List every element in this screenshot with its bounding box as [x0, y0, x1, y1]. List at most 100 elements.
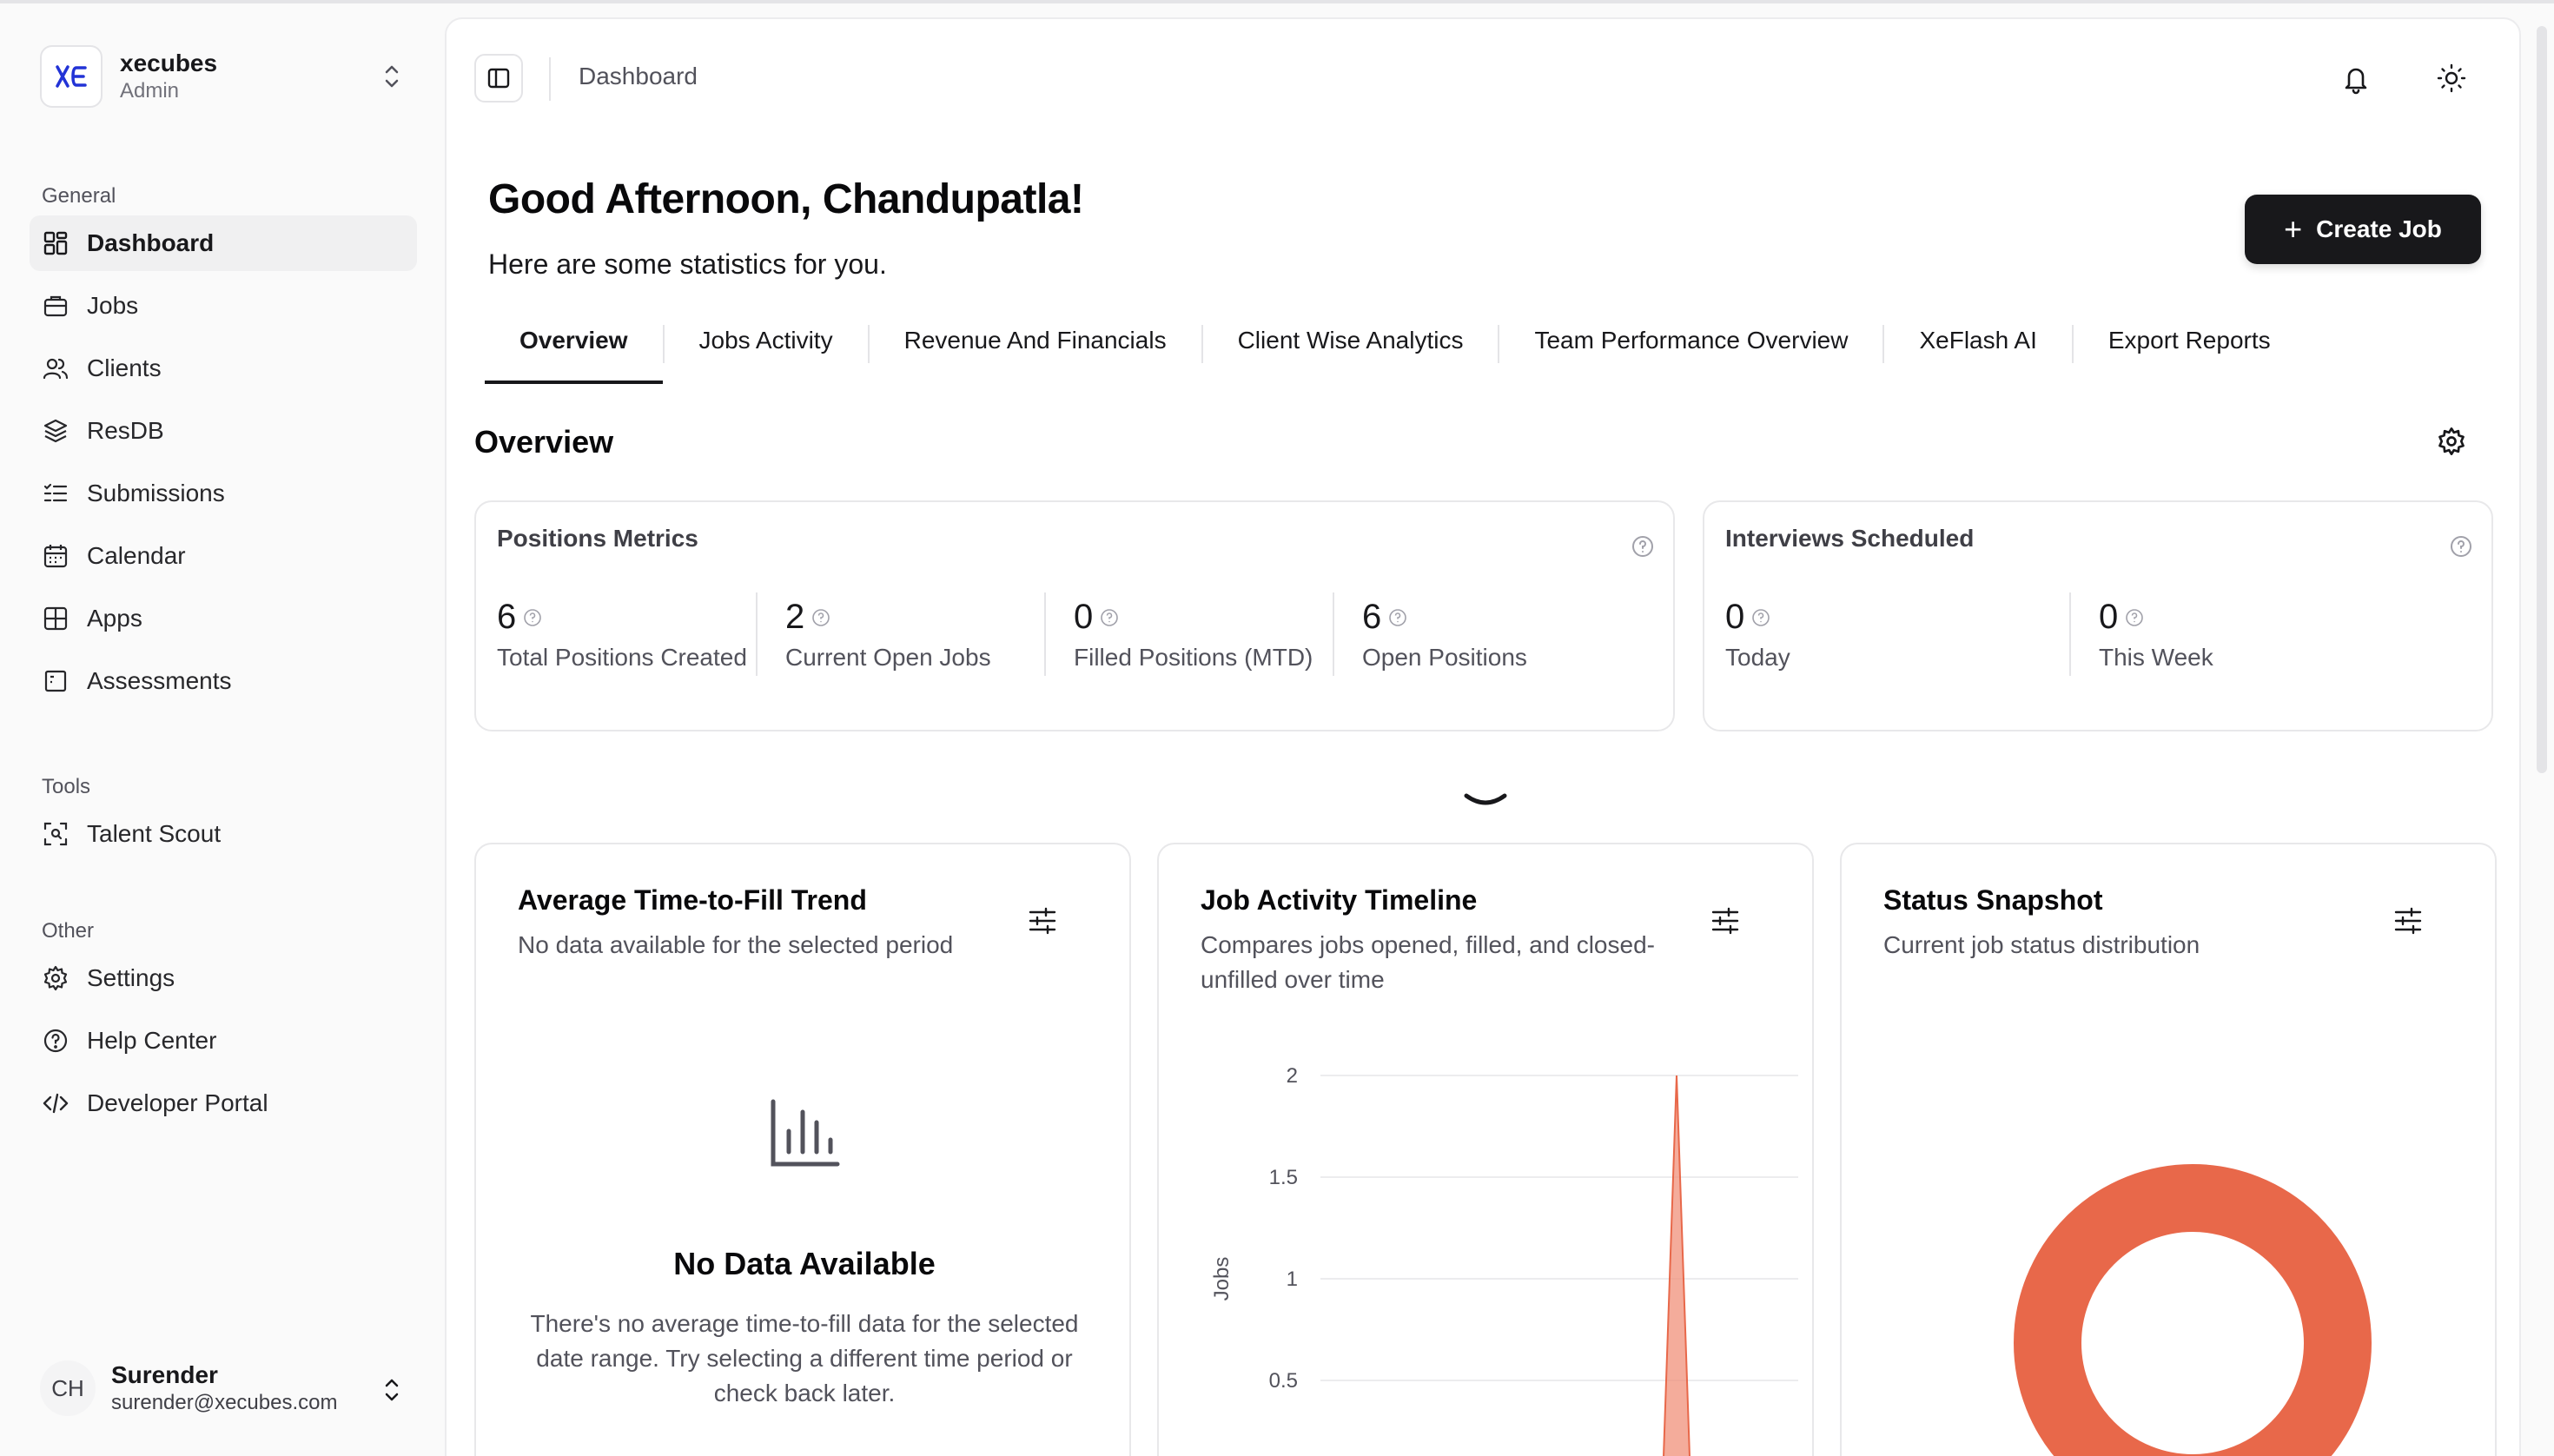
interviews-scheduled-card: Interviews Scheduled 0 Today 0 This Week	[1703, 500, 2493, 731]
status-snapshot-card: Status Snapshot Current job status distr…	[1840, 843, 2497, 1456]
job-activity-timeline-card: Job Activity Timeline Compares jobs open…	[1157, 843, 1814, 1456]
users-icon	[42, 354, 69, 382]
positions-metrics-card: Positions Metrics 6 Total Positions Crea…	[474, 500, 1675, 731]
y-tick-label: 1	[1287, 1267, 1298, 1291]
org-name: xecubes	[120, 50, 218, 76]
tab-export-reports[interactable]: Export Reports	[2107, 327, 2271, 354]
user-name: Surender	[111, 1361, 218, 1388]
tab-divider	[1498, 325, 1500, 363]
main-panel: Dashboard Good Afternoon, Chandupatla! H…	[445, 17, 2521, 1456]
metric-filled-positions: 0 Filled Positions (MTD)	[1074, 598, 1326, 673]
metric-label: Today	[1725, 644, 1790, 671]
plus-icon: +	[2284, 211, 2303, 247]
card-subtitle: Current job status distribution	[1883, 931, 2200, 958]
section-label-tools: Tools	[42, 775, 91, 798]
bell-icon[interactable]	[2339, 61, 2373, 96]
tab-revenue-and-financials[interactable]: Revenue And Financials	[903, 327, 1167, 354]
empty-state-text: There's no average time-to-fill data for…	[530, 1310, 1079, 1406]
sun-icon[interactable]	[2436, 63, 2467, 94]
sidebar-item-dashboard[interactable]: Dashboard	[30, 215, 417, 271]
help-icon[interactable]	[1630, 533, 1656, 559]
tab-jobs-activity[interactable]: Jobs Activity	[698, 327, 833, 354]
header-divider	[549, 57, 551, 101]
tab-divider	[662, 325, 665, 363]
sidebar-item-label: Jobs	[87, 292, 139, 319]
y-tick-label: 1.5	[1269, 1166, 1298, 1189]
gear-icon[interactable]	[2436, 426, 2467, 457]
metric-value: 6	[1362, 598, 1382, 636]
section-title-overview: Overview	[474, 424, 614, 460]
sidebar-item-label: Calendar	[87, 542, 186, 569]
sliders-icon[interactable]	[2392, 905, 2424, 936]
sidebar-item-resdb[interactable]: ResDB	[30, 403, 417, 459]
metric-divider	[756, 592, 758, 676]
page-subtitle: Here are some statistics for you.	[488, 248, 887, 280]
user-menu[interactable]: CH Surender surender@xecubes.com	[40, 1355, 405, 1421]
sidebar-item-calendar[interactable]: Calendar	[30, 528, 417, 584]
chevron-down-icon[interactable]	[1461, 789, 1510, 815]
sidebar-item-label: Settings	[87, 964, 175, 991]
sidebar-item-jobs[interactable]: Jobs	[30, 278, 417, 334]
sliders-icon[interactable]	[1027, 905, 1058, 936]
tab-xeflash-ai[interactable]: XeFlash AI	[1919, 327, 2037, 354]
sidebar-item-apps[interactable]: Apps	[30, 591, 417, 646]
user-email: surender@xecubes.com	[111, 1391, 338, 1414]
avatar: CH	[40, 1360, 96, 1416]
sidebar-item-clients[interactable]: Clients	[30, 341, 417, 396]
panel-left-icon	[487, 68, 510, 89]
create-job-button[interactable]: + Create Job	[2245, 195, 2481, 264]
info-icon[interactable]	[1751, 608, 1770, 627]
tab-team-performance-overview[interactable]: Team Performance Overview	[1534, 327, 1849, 354]
metric-label: Open Positions	[1362, 644, 1527, 671]
sidebar-item-label: Developer Portal	[87, 1089, 268, 1116]
dashboard-icon	[42, 229, 69, 257]
org-logo	[40, 45, 103, 108]
tab-client-wise-analytics[interactable]: Client Wise Analytics	[1237, 327, 1464, 354]
metric-label: This Week	[2099, 644, 2213, 671]
metric-divider	[1044, 592, 1046, 676]
page-title: Good Afternoon, Chandupatla!	[488, 176, 1084, 222]
info-icon[interactable]	[1100, 608, 1119, 627]
sidebar: xecubes Admin General Dashboard Jobs Cli…	[0, 3, 443, 1456]
sidebar-item-label: Talent Scout	[87, 820, 222, 847]
calendar-icon	[42, 542, 69, 570]
metric-today: 0 Today	[1725, 598, 2055, 673]
org-switcher[interactable]: xecubes Admin	[40, 42, 405, 111]
sidebar-item-developer-portal[interactable]: Developer Portal	[30, 1075, 417, 1131]
empty-state-title: No Data Available	[673, 1246, 936, 1281]
tab-divider	[2071, 325, 2074, 363]
sliders-icon[interactable]	[1710, 905, 1741, 936]
sidebar-toggle-button[interactable]	[474, 54, 523, 103]
info-icon[interactable]	[811, 608, 830, 627]
tab-overview[interactable]: Overview	[485, 306, 663, 384]
metric-label: Current Open Jobs	[785, 644, 991, 671]
metric-open-positions: 6 Open Positions	[1362, 598, 1623, 673]
layers-icon	[42, 417, 69, 445]
apps-icon	[42, 605, 69, 632]
tab-divider	[867, 325, 870, 363]
section-label-other: Other	[42, 919, 95, 943]
sidebar-item-settings[interactable]: Settings	[30, 950, 417, 1006]
card-subtitle: Compares jobs opened, filled, and closed…	[1201, 931, 1655, 993]
series-area	[1663, 1075, 1691, 1456]
sidebar-item-help-center[interactable]: Help Center	[30, 1013, 417, 1069]
sidebar-item-submissions[interactable]: Submissions	[30, 466, 417, 521]
info-icon[interactable]	[1388, 608, 1407, 627]
metric-this-week: 0 This Week	[2099, 598, 2429, 673]
sidebar-item-talent-scout[interactable]: Talent Scout	[30, 806, 417, 862]
metric-divider	[1333, 592, 1334, 676]
info-icon[interactable]	[523, 608, 542, 627]
sidebar-item-assessments[interactable]: Assessments	[30, 653, 417, 709]
metric-value: 0	[2099, 598, 2119, 636]
scrollbar[interactable]	[2537, 26, 2547, 773]
bar-chart-icon	[771, 1099, 840, 1167]
help-icon[interactable]	[2448, 533, 2474, 559]
metric-value: 0	[1725, 598, 1745, 636]
scan-icon	[42, 820, 69, 848]
sidebar-item-label: ResDB	[87, 417, 164, 444]
info-icon[interactable]	[2125, 608, 2144, 627]
breadcrumb: Dashboard	[579, 63, 698, 89]
tab-divider	[1882, 325, 1885, 363]
create-job-label: Create Job	[2316, 215, 2442, 242]
